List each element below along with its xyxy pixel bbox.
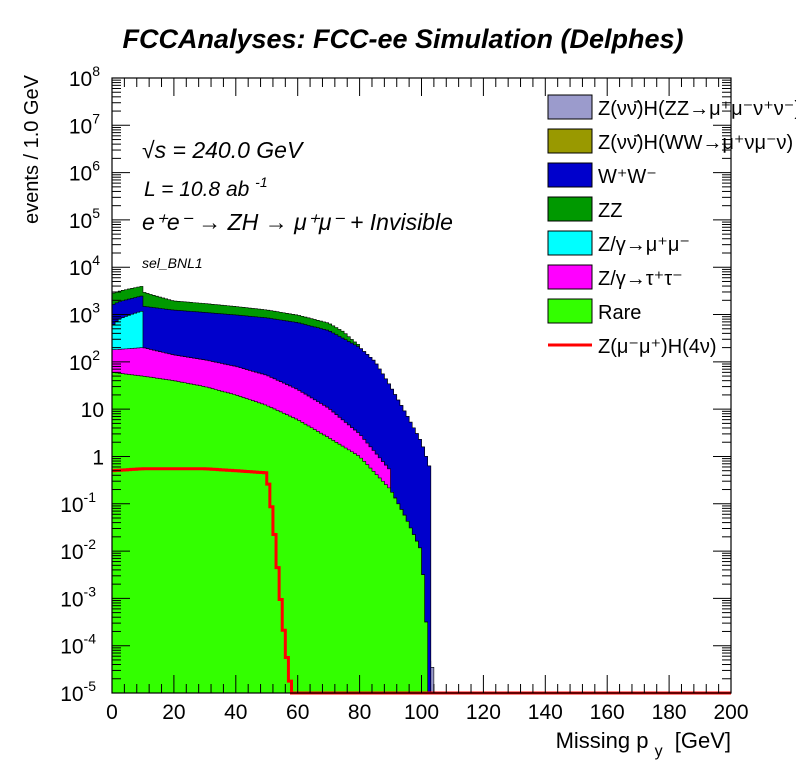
x-tick-label: 60 — [286, 701, 309, 724]
x-tick-label: 140 — [528, 701, 563, 724]
annotation-sqrt-s: √s = 240.0 GeV — [142, 137, 305, 163]
y-axis-label-group: events / 1.0 GeV — [21, 74, 43, 224]
annotation-selection: sel_BNL1 — [142, 255, 203, 271]
legend-label: ZZ — [598, 200, 622, 222]
annotation-lumi: L = 10.8 ab -1 — [144, 174, 268, 201]
legend-swatch — [547, 230, 593, 256]
legend-label: Z(νν̄)H(ZZ→μ⁺μ⁻ν⁺ν⁻) — [598, 98, 796, 120]
x-tick-label: 200 — [713, 701, 748, 724]
legend-swatch — [547, 196, 593, 222]
y-tick-label: 102 — [69, 347, 100, 375]
x-tick-label: 0 — [106, 701, 118, 724]
x-axis-label: Missing p y [GeV] — [556, 728, 731, 761]
y-tick-label: 10-3 — [60, 583, 96, 611]
legend-swatch — [547, 94, 593, 120]
x-tick-label: 180 — [652, 701, 687, 724]
y-tick-label: 1 — [92, 446, 104, 469]
plot-area: 0 20 40 60 80 100 120 140 160 180 200 10-5 10-4 10-3 1… — [60, 63, 748, 724]
x-tick-label: 120 — [466, 701, 501, 724]
x-axis-label-main: Missing p — [556, 728, 649, 753]
chart-title: FCCAnalyses: FCC-ee Simulation (Delphes) — [122, 24, 683, 54]
y-axis-label: events / 1.0 GeV — [21, 74, 43, 224]
y-tick-label: 10-1 — [60, 489, 96, 517]
legend-label: Z(νν̄)H(WW→μ⁺νμ⁻ν) — [598, 132, 793, 154]
annotation-lumi-exp: -1 — [255, 174, 267, 190]
legend-swatch — [547, 298, 593, 324]
annotation-process: e⁺e⁻ → ZH → μ⁺μ⁻ + Invisible — [142, 209, 453, 235]
x-tick-label: 20 — [162, 701, 185, 724]
y-tick-label: 105 — [69, 205, 100, 233]
y-tick-label: 10 — [81, 399, 104, 422]
legend-label: Z/γ→τ⁺τ⁻ — [598, 268, 683, 290]
x-tick-label: 160 — [590, 701, 625, 724]
y-tick-label: 103 — [69, 300, 100, 328]
legend-label: Z/γ→μ⁺μ⁻ — [598, 234, 690, 256]
x-tick-label: 100 — [404, 701, 439, 724]
annotation-lumi-text: L = 10.8 ab — [144, 178, 250, 201]
y-tick-label: 106 — [69, 158, 100, 186]
legend-label: Rare — [598, 302, 641, 324]
y-tick-label: 10-2 — [60, 536, 96, 564]
legend-swatch — [547, 128, 593, 154]
legend-swatch — [547, 162, 593, 188]
y-tick-label: 107 — [69, 110, 100, 138]
x-tick-label: 80 — [348, 701, 371, 724]
annotations: √s = 240.0 GeV L = 10.8 ab -1 e⁺e⁻ → ZH … — [142, 137, 453, 271]
legend-swatch — [547, 264, 593, 290]
legend-label: Z(μ⁻μ⁺)H(4ν) — [598, 336, 717, 358]
y-tick-label: 10-4 — [60, 631, 96, 659]
y-tick-label: 104 — [69, 252, 100, 280]
x-axis-label-unit: [GeV] — [675, 728, 731, 753]
legend: Z(νν̄)H(ZZ→μ⁺μ⁻ν⁺ν⁻) Z(νν̄)H(WW→μ⁺νμ⁻ν) W⁺… — [547, 94, 796, 358]
legend-label: W⁺W⁻ — [598, 166, 657, 188]
x-tick-label: 40 — [224, 701, 247, 724]
x-axis-label-sub: y — [655, 743, 663, 760]
y-tick-label: 10-5 — [60, 678, 96, 706]
y-tick-label: 108 — [69, 63, 100, 91]
